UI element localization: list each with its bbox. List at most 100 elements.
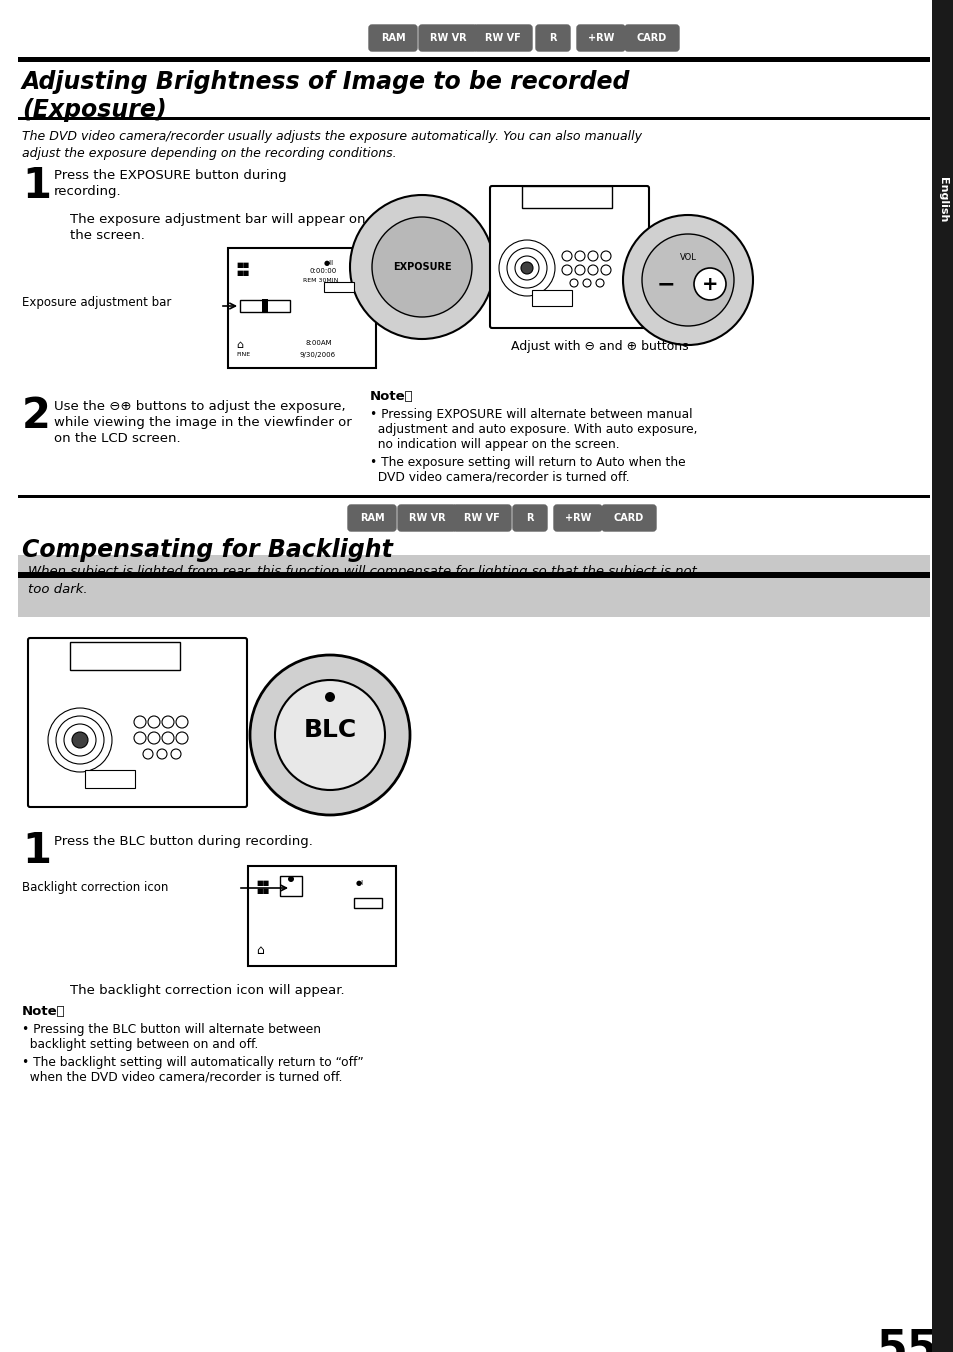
Text: adjust the exposure depending on the recording conditions.: adjust the exposure depending on the rec… [22,147,396,160]
Text: too dark.: too dark. [28,583,88,596]
Text: 55: 55 [876,1328,938,1352]
Bar [18,572,929,576]
Text: 0:00:00: 0:00:00 [310,268,337,274]
Text: ⌂: ⌂ [255,944,264,957]
Text: Use the ⊖⊕ buttons to adjust the exposure,: Use the ⊖⊕ buttons to adjust the exposur… [54,400,345,412]
Text: R: R [526,512,533,523]
Bar [228,247,375,368]
Text: −: − [656,274,675,293]
Text: • The backlight setting will automatically return to “off”: • The backlight setting will automatical… [22,1056,363,1069]
Text: ■■: ■■ [255,888,269,894]
Text: +RW: +RW [564,512,591,523]
Circle shape [350,195,494,339]
Text: RW VF: RW VF [464,512,499,523]
Text: when the DVD video camera/recorder is turned off.: when the DVD video camera/recorder is tu… [22,1071,342,1084]
Text: The backlight correction icon will appear.: The backlight correction icon will appea… [70,984,344,996]
FancyBboxPatch shape [624,24,679,51]
Text: RW VR: RW VR [408,512,445,523]
FancyBboxPatch shape [513,506,546,531]
Text: VOL: VOL [679,254,696,262]
Bar [18,556,929,617]
Text: • The exposure setting will return to Auto when the: • The exposure setting will return to Au… [370,456,685,469]
Text: 9/30/2006: 9/30/2006 [299,352,335,358]
Bar [324,283,354,292]
Bar [354,898,381,909]
FancyBboxPatch shape [536,24,569,51]
Text: +: + [701,274,718,293]
Text: Adjust with ⊖ and ⊕ buttons: Adjust with ⊖ and ⊕ buttons [511,339,688,353]
Text: Note：: Note： [370,389,414,403]
Text: ■■: ■■ [235,262,249,268]
Text: 1: 1 [22,165,51,207]
Text: The DVD video camera/recorder usually adjusts the exposure automatically. You ca: The DVD video camera/recorder usually ad… [22,130,641,143]
Bar [18,57,929,62]
Bar [532,289,572,306]
Bar [240,300,290,312]
Bar [85,771,135,788]
Text: CARD: CARD [613,512,643,523]
Text: 8:00AM: 8:00AM [306,339,333,346]
Text: RAM: RAM [359,512,384,523]
Text: 2: 2 [22,395,51,437]
Bar [70,642,180,671]
Bar [18,118,929,120]
Text: +RW: +RW [587,32,614,43]
Bar [248,867,395,965]
Text: Press the BLC button during recording.: Press the BLC button during recording. [54,836,313,848]
FancyBboxPatch shape [601,506,656,531]
Text: EXPOSURE: EXPOSURE [393,262,451,272]
Bar [280,876,302,896]
Text: adjustment and auto exposure. With auto exposure,: adjustment and auto exposure. With auto … [370,423,697,435]
Bar [18,495,929,498]
Text: RW VR: RW VR [429,32,466,43]
Text: • Pressing EXPOSURE will alternate between manual: • Pressing EXPOSURE will alternate betwe… [370,408,692,420]
FancyBboxPatch shape [474,24,532,51]
Text: ■■: ■■ [255,880,269,886]
Circle shape [250,654,410,815]
Text: RAM: RAM [380,32,405,43]
FancyBboxPatch shape [490,187,648,329]
Text: R: R [549,32,557,43]
Circle shape [288,876,294,882]
Text: Compensating for Backlight: Compensating for Backlight [22,538,393,562]
Text: Backlight correction icon: Backlight correction icon [22,882,168,894]
Circle shape [622,215,752,345]
Circle shape [641,234,733,326]
Circle shape [274,680,385,790]
Text: Adjusting Brightness of Image to be recorded: Adjusting Brightness of Image to be reco… [22,70,630,95]
Text: recording.: recording. [54,185,121,197]
Text: on the LCD screen.: on the LCD screen. [54,433,180,445]
Text: ■■: ■■ [235,270,249,276]
Text: Press the EXPOSURE button during: Press the EXPOSURE button during [54,169,286,183]
FancyBboxPatch shape [28,638,247,807]
Text: ●II: ●II [324,260,334,266]
Text: ⌂: ⌂ [235,339,243,350]
Text: • Pressing the BLC button will alternate between: • Pressing the BLC button will alternate… [22,1023,320,1036]
FancyBboxPatch shape [418,24,476,51]
Text: DVD video camera/recorder is turned off.: DVD video camera/recorder is turned off. [370,470,629,484]
FancyBboxPatch shape [369,24,416,51]
Circle shape [520,262,533,274]
Text: the screen.: the screen. [70,228,145,242]
FancyBboxPatch shape [453,506,511,531]
Text: no indication will appear on the screen.: no indication will appear on the screen. [370,438,619,452]
Circle shape [693,268,725,300]
Text: ●I: ●I [355,880,364,886]
FancyBboxPatch shape [577,24,624,51]
Text: FINE: FINE [235,352,250,357]
FancyBboxPatch shape [397,506,456,531]
Text: RW VF: RW VF [485,32,520,43]
Bar [262,299,268,314]
Text: When subject is lighted from rear, this function will compensate for lighting so: When subject is lighted from rear, this … [28,565,696,579]
Bar [521,187,612,208]
Circle shape [71,731,88,748]
Text: while viewing the image in the viewfinder or: while viewing the image in the viewfinde… [54,416,352,429]
Text: English: English [937,177,947,223]
Text: CARD: CARD [637,32,666,43]
Text: BLC: BLC [303,718,356,742]
FancyBboxPatch shape [554,506,601,531]
Bar [18,575,929,579]
Text: The exposure adjustment bar will appear on: The exposure adjustment bar will appear … [70,214,365,226]
Bar [931,0,953,1352]
Text: REM 30MIN: REM 30MIN [303,279,338,283]
